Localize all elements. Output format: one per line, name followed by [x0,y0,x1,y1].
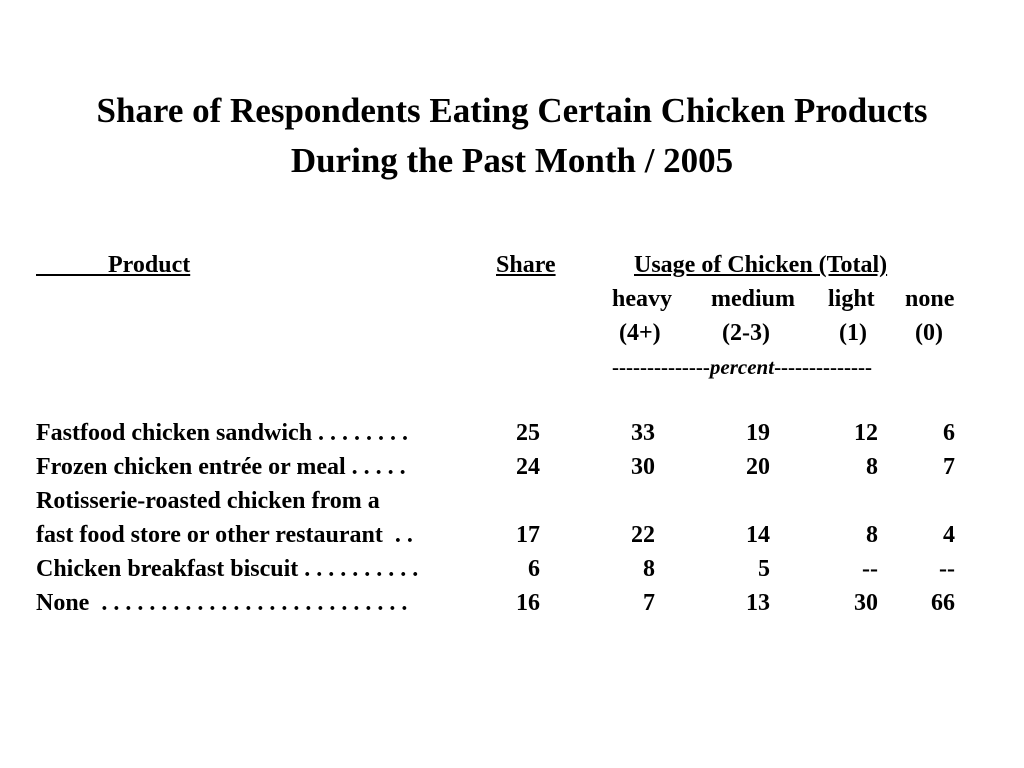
row-none: 66 [931,590,955,616]
row-light: -- [862,556,878,582]
row-heavy: 8 [643,556,655,582]
row-heavy: 30 [631,454,655,480]
row-product: Frozen chicken entrée or meal . . . . . [36,454,406,480]
row-medium: 20 [746,454,770,480]
row-share: 17 [516,522,540,548]
row-none: 7 [943,454,955,480]
title-line-2: During the Past Month / 2005 [290,141,734,180]
row-medium: 14 [746,522,770,548]
row-light: 8 [866,522,878,548]
col-heavy-label: heavy [612,286,672,312]
row-share: 16 [516,590,540,616]
percent-dash-left: -------------- [612,355,710,379]
col-medium-label: medium [711,286,795,312]
row-product: fast food store or other restaurant . . [36,522,413,548]
row-share: 6 [528,556,540,582]
row-none: 6 [943,420,955,446]
row-heavy: 22 [631,522,655,548]
percent-divider: --------------percent-------------- [612,350,872,384]
row-product: Chicken breakfast biscuit . . . . . . . … [36,556,419,582]
row-product: Rotisserie-roasted chicken from a [36,488,380,514]
row-share: 24 [516,454,540,480]
header-usage: Usage of Chicken (Total) [634,252,888,278]
percent-dash-right: -------------- [774,355,872,379]
title-line-1: Share of Respondents Eating Certain Chic… [96,91,928,130]
row-medium: 19 [746,420,770,446]
col-none-range: (0) [915,320,943,346]
row-medium: 13 [746,590,770,616]
row-light: 12 [854,420,878,446]
row-none: -- [939,556,955,582]
col-light-label: light [828,286,875,312]
row-product: None . . . . . . . . . . . . . . . . . .… [36,590,408,616]
percent-label: percent [709,355,775,379]
header-product: Product [36,252,191,278]
page-title: Share of Respondents Eating Certain Chic… [0,86,1024,186]
col-heavy-range: (4+) [619,320,661,346]
col-light-range: (1) [839,320,867,346]
row-product: Fastfood chicken sandwich . . . . . . . … [36,420,409,446]
row-heavy: 7 [643,590,655,616]
row-light: 30 [854,590,878,616]
row-light: 8 [866,454,878,480]
row-none: 4 [943,522,955,548]
row-share: 25 [516,420,540,446]
col-none-label: none [905,286,955,312]
row-heavy: 33 [631,420,655,446]
header-share: Share [496,252,556,278]
row-medium: 5 [758,556,770,582]
col-medium-range: (2-3) [722,320,770,346]
